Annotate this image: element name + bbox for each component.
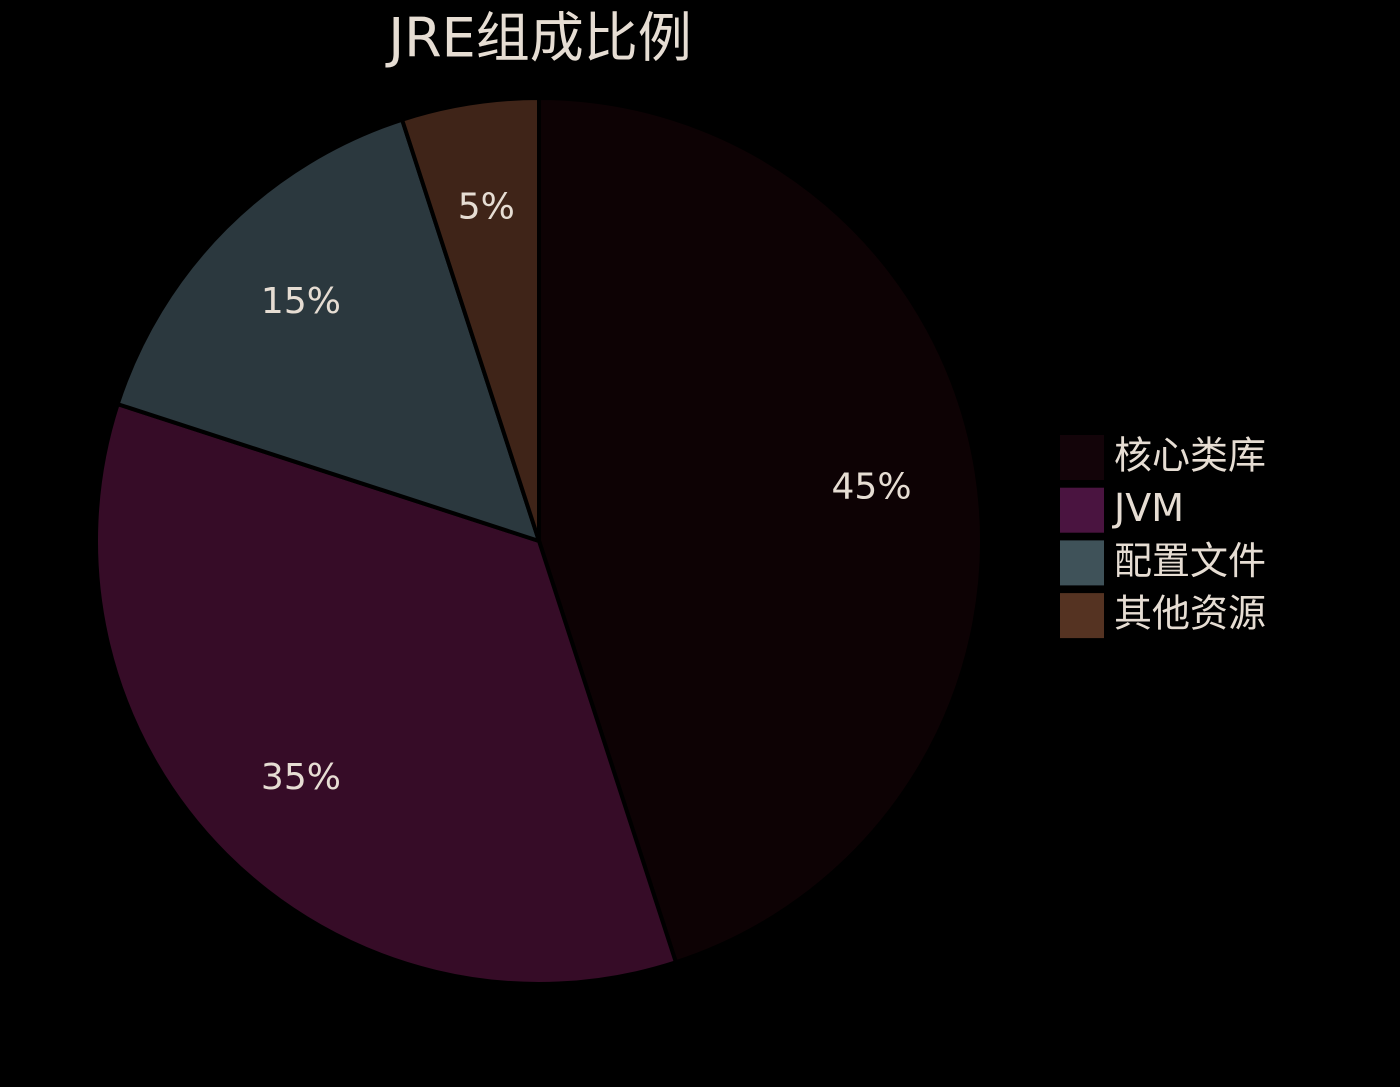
pie-slice xyxy=(537,95,984,965)
slice-label: 15% xyxy=(261,281,341,322)
slice-label: 45% xyxy=(832,466,912,507)
legend-swatch xyxy=(1060,435,1104,480)
legend-label: 核心类库 xyxy=(1114,434,1266,478)
pie-slice xyxy=(399,95,541,542)
pie-slice xyxy=(115,117,543,545)
legend-label: 配置文件 xyxy=(1114,539,1266,583)
legend-swatch xyxy=(1060,540,1104,586)
slice-label: 35% xyxy=(261,757,341,798)
chart-title: JRE组成比例 xyxy=(385,7,692,70)
legend-swatch xyxy=(1060,593,1104,639)
pie-slice xyxy=(94,401,679,986)
legend-label: JVM xyxy=(1112,486,1184,530)
slice-label: 5% xyxy=(458,186,515,227)
legend-label: 其他资源 xyxy=(1114,592,1266,636)
legend-swatch xyxy=(1060,487,1104,533)
